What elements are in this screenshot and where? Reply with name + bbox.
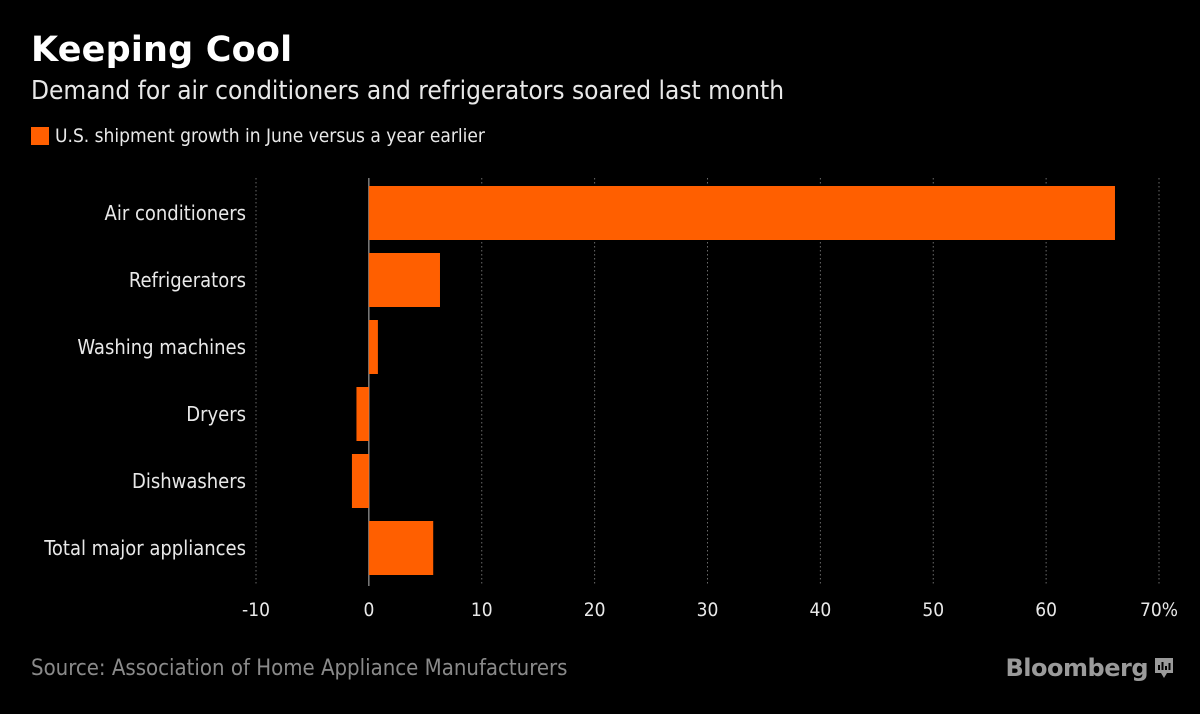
legend: U.S. shipment growth in June versus a ye… [31,125,485,147]
category-label: Washing machines [77,335,246,359]
source-note: Source: Association of Home Appliance Ma… [31,656,568,681]
grid-lines [255,178,1160,586]
x-tick-label: 50 [922,599,944,621]
legend-swatch [31,127,49,145]
chart-title: Keeping Cool [31,30,293,70]
x-tick-label: 40 [810,599,832,621]
x-tick-label: 70% [1140,599,1178,621]
category-label: Total major appliances [43,536,246,560]
legend-label: U.S. shipment growth in June versus a ye… [55,125,485,147]
x-tick-label: 10 [471,599,493,621]
bloomberg-logo: Bloomberg [1006,654,1174,682]
category-labels: Air conditioners Refrigerators Washing mac… [43,201,246,560]
bar [368,253,440,307]
x-tick-label: 0 [363,599,374,621]
chart-subtitle: Demand for air conditioners and refriger… [31,76,785,106]
bar [351,454,369,508]
x-tick-label: 20 [584,599,606,621]
bar [368,320,378,374]
bar [368,186,1115,240]
category-label: Dishwashers [132,469,246,493]
bar [368,521,434,575]
bars [351,186,1115,575]
x-tick-label: -10 [242,599,270,621]
brand-name: Bloomberg [1005,654,1149,682]
category-label: Air conditioners [105,201,246,225]
x-tick-label: 60 [1035,599,1057,621]
category-label: Dryers [186,402,246,426]
bar [356,387,369,441]
x-tick-label: 30 [697,599,719,621]
category-label: Refrigerators [129,268,246,292]
bloomberg-chart-icon [1155,658,1173,678]
x-axis-tick-labels: -10 0 10 20 30 40 50 60 70% [242,599,1178,621]
